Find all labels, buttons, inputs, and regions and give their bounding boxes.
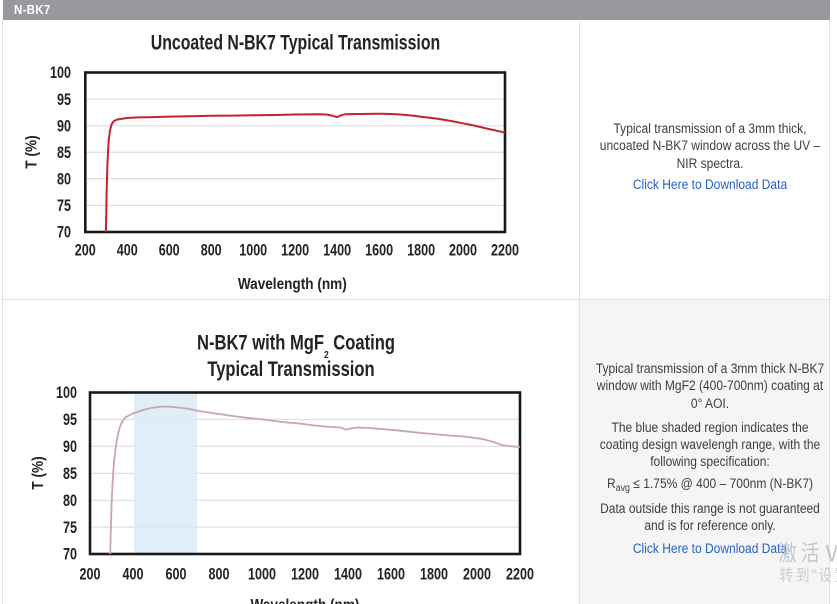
svg-text:95: 95 bbox=[63, 412, 77, 430]
svg-text:T (%): T (%) bbox=[24, 135, 41, 168]
svg-text:1000: 1000 bbox=[248, 566, 276, 584]
svg-text:N-BK7 with MgF2 Coating: N-BK7 with MgF2 Coating bbox=[197, 332, 395, 361]
svg-text:200: 200 bbox=[80, 566, 101, 584]
svg-text:2200: 2200 bbox=[506, 566, 534, 584]
svg-text:600: 600 bbox=[159, 242, 180, 260]
svg-text:70: 70 bbox=[63, 546, 77, 564]
svg-text:400: 400 bbox=[123, 566, 144, 584]
svg-text:800: 800 bbox=[209, 566, 230, 584]
svg-text:90: 90 bbox=[63, 439, 77, 457]
svg-text:“: “ bbox=[812, 567, 818, 585]
svg-text:85: 85 bbox=[57, 144, 71, 162]
svg-text:1200: 1200 bbox=[291, 566, 319, 584]
svg-text:1600: 1600 bbox=[365, 242, 393, 260]
svg-text:2200: 2200 bbox=[491, 242, 519, 260]
svg-text:100: 100 bbox=[56, 385, 77, 403]
svg-text:2000: 2000 bbox=[449, 242, 477, 260]
svg-text:T (%): T (%) bbox=[30, 456, 47, 489]
svg-text:600: 600 bbox=[166, 566, 187, 584]
svg-text:400: 400 bbox=[117, 242, 138, 260]
svg-text:1400: 1400 bbox=[334, 566, 362, 584]
svg-text:85: 85 bbox=[63, 465, 77, 483]
svg-text:75: 75 bbox=[57, 198, 71, 216]
svg-text:70: 70 bbox=[57, 224, 71, 242]
svg-text:200: 200 bbox=[75, 242, 96, 260]
svg-text:2000: 2000 bbox=[463, 566, 491, 584]
svg-text:1000: 1000 bbox=[239, 242, 267, 260]
svg-text:Wavelength (nm): Wavelength (nm) bbox=[238, 276, 347, 293]
svg-text:1800: 1800 bbox=[420, 566, 448, 584]
svg-text:95: 95 bbox=[57, 91, 71, 109]
svg-text:800: 800 bbox=[201, 242, 222, 260]
svg-text:75: 75 bbox=[63, 519, 77, 537]
svg-text:Typical Transmission: Typical Transmission bbox=[207, 358, 374, 381]
svg-text:90: 90 bbox=[57, 118, 71, 136]
svg-text:100: 100 bbox=[50, 65, 71, 83]
svg-text:1400: 1400 bbox=[323, 242, 351, 260]
svg-text:Uncoated N-BK7 Typical Transmi: Uncoated N-BK7 Typical Transmission bbox=[151, 30, 440, 54]
svg-text:1800: 1800 bbox=[407, 242, 435, 260]
svg-text:W: W bbox=[826, 541, 837, 568]
svg-text:1600: 1600 bbox=[377, 566, 405, 584]
svg-text:80: 80 bbox=[63, 492, 77, 510]
svg-text:80: 80 bbox=[57, 171, 71, 189]
svg-text:1200: 1200 bbox=[281, 242, 309, 260]
svg-text:Wavelength (nm): Wavelength (nm) bbox=[251, 597, 360, 604]
